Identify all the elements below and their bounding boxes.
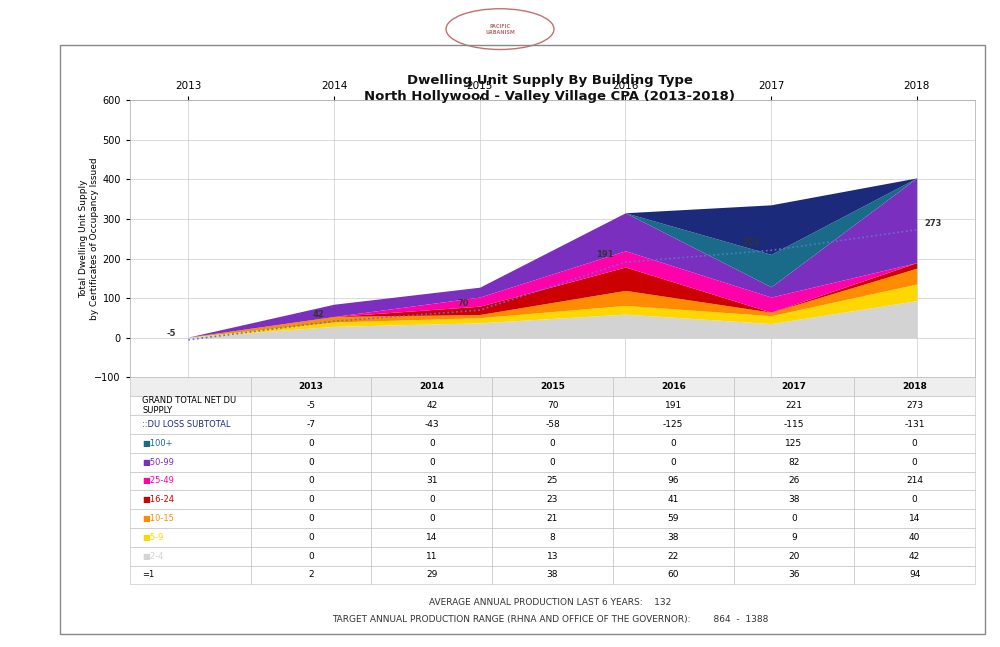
Text: 70: 70 bbox=[458, 299, 469, 308]
Text: Dwelling Unit Supply By Building Type: Dwelling Unit Supply By Building Type bbox=[407, 74, 693, 87]
Text: 191: 191 bbox=[596, 250, 614, 259]
Text: 42: 42 bbox=[312, 311, 324, 319]
Text: -5: -5 bbox=[166, 329, 176, 338]
Text: PACIFIC
URBANISM: PACIFIC URBANISM bbox=[485, 24, 515, 34]
Text: 273: 273 bbox=[924, 219, 941, 228]
Text: TARGET ANNUAL PRODUCTION RANGE (RHNA AND OFFICE OF THE GOVERNOR):        864  - : TARGET ANNUAL PRODUCTION RANGE (RHNA AND… bbox=[332, 615, 768, 624]
Text: North Hollywood - Valley Village CPA (2013-2018): North Hollywood - Valley Village CPA (20… bbox=[364, 91, 736, 104]
Y-axis label: Total Dwelling Unit Supply
by Certificates of Occupancy Issued: Total Dwelling Unit Supply by Certificat… bbox=[79, 158, 99, 320]
Text: 221: 221 bbox=[742, 238, 760, 247]
Text: AVERAGE ANNUAL PRODUCTION LAST 6 YEARS:    132: AVERAGE ANNUAL PRODUCTION LAST 6 YEARS: … bbox=[429, 598, 671, 607]
